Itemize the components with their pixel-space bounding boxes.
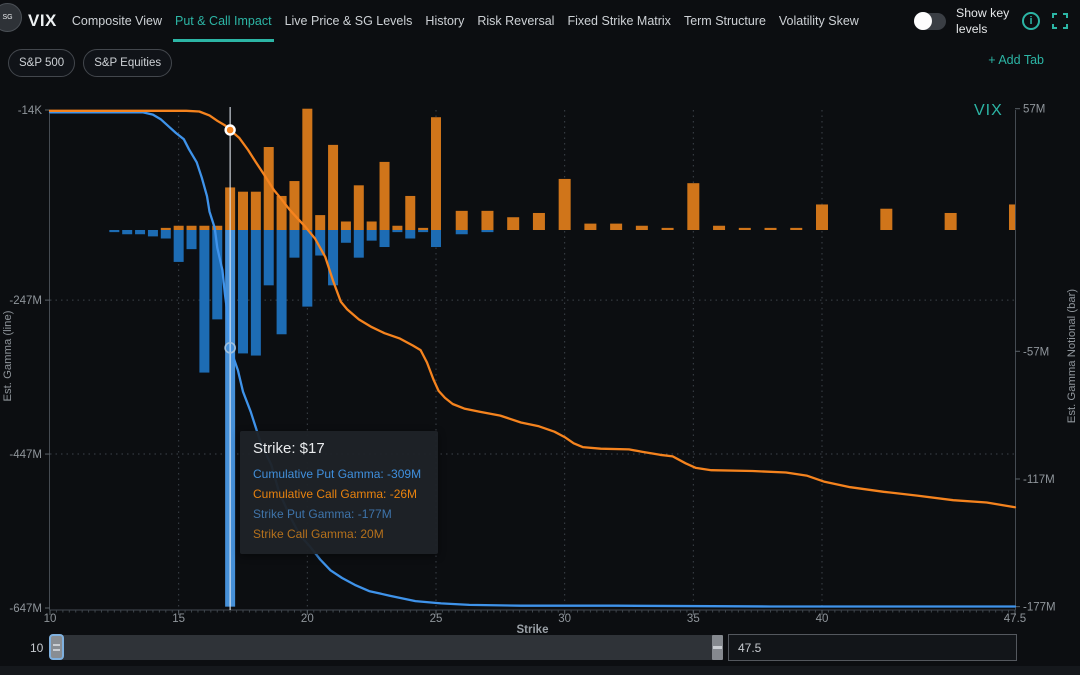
nav-tabs: Composite View Put & Call Impact Live Pric… — [70, 0, 861, 42]
spotgamma-logo-icon[interactable]: SG — [0, 3, 22, 32]
symbol-pills: S&P 500 S&P Equities — [8, 49, 173, 77]
tooltip-row: Cumulative Put Gamma: -309M — [253, 467, 422, 481]
tooltip-row: Strike Put Gamma: -177M — [253, 507, 392, 521]
tab-term-structure[interactable]: Term Structure — [683, 14, 766, 28]
fullscreen-icon[interactable] — [1052, 13, 1068, 29]
tooltip-row: Strike Call Gamma: 20M — [253, 527, 384, 541]
svg-text:-177M: -177M — [1023, 602, 1056, 614]
svg-text:-247M: -247M — [9, 295, 42, 307]
svg-text:40: 40 — [816, 613, 829, 625]
tab-risk-reversal[interactable]: Risk Reversal — [477, 14, 555, 28]
right-axis-title: Est. Gamma Notional (bar) — [1066, 288, 1078, 424]
svg-text:-647M: -647M — [9, 603, 42, 615]
svg-text:25: 25 — [430, 613, 443, 625]
svg-text:10: 10 — [44, 613, 57, 625]
svg-text:30: 30 — [558, 613, 571, 625]
pill-s-p-equities[interactable]: S&P Equities — [83, 49, 173, 77]
tooltip-rows: Cumulative Put Gamma: -309M Cumulative Ca… — [253, 464, 425, 544]
tooltip-title: Strike: $17 — [253, 440, 325, 457]
svg-text:57M: 57M — [1023, 104, 1045, 116]
slider-min-label: 10 — [30, 641, 44, 655]
chart-tooltip: Strike: $17 Cumulative Put Gamma: -309M C… — [240, 431, 438, 554]
show-key-levels-label: Show key levels — [956, 6, 1010, 36]
tab-live-price-sg-levels[interactable]: Live Price & SG Levels — [284, 14, 413, 28]
tooltip-row: Cumulative Call Gamma: -26M — [253, 487, 418, 501]
info-icon[interactable]: i — [1022, 12, 1040, 30]
left-axis-title: Est. Gamma (line) — [2, 310, 14, 402]
slider-track[interactable] — [57, 635, 713, 660]
tab-fixed-strike-matrix[interactable]: Fixed Strike Matrix — [567, 14, 671, 28]
svg-text:15: 15 — [172, 613, 185, 625]
footer-strip — [0, 666, 1080, 675]
slider-handle-left[interactable] — [49, 634, 64, 660]
svg-text:-57M: -57M — [1023, 346, 1049, 358]
pill-s-p-500[interactable]: S&P 500 — [8, 49, 76, 77]
toggle-knob-icon — [914, 11, 932, 30]
svg-text:-117M: -117M — [1023, 474, 1055, 486]
tab-put-call-impact[interactable]: Put & Call Impact — [173, 0, 274, 42]
tab-volatility-skew[interactable]: Volatility Skew — [778, 14, 859, 28]
svg-text:35: 35 — [687, 613, 700, 625]
put-call-impact-chart[interactable]: 10 15 20 25 30 35 40 47.5 Strike -14K -247M -447M -6… — [0, 78, 1080, 638]
top-nav-bar: SG VIX Composite View Put & Call Impact Li… — [0, 0, 1080, 42]
add-tab-button[interactable]: + Add Tab — [988, 53, 1044, 67]
gamma-chart-panel: 10 15 20 25 30 35 40 47.5 Strike -14K -247M -447M -6… — [0, 78, 1080, 638]
symbol-subnav: S&P 500 S&P Equities + Add Tab — [0, 42, 1080, 78]
svg-text:20: 20 — [301, 613, 314, 625]
tab-history[interactable]: History — [425, 14, 465, 28]
show-key-levels-toggle[interactable] — [914, 11, 946, 30]
slider-max-input[interactable]: 47.5 — [728, 634, 1017, 661]
tab-composite-view[interactable]: Composite View — [71, 14, 162, 28]
strike-range-slider: 10 47.5 — [0, 632, 1080, 666]
svg-text:-447M: -447M — [9, 449, 42, 461]
chart-symbol-label: VIX — [974, 102, 1003, 119]
slider-handle-right[interactable] — [712, 635, 723, 660]
topbar-controls: Show key levels i — [914, 5, 1080, 37]
svg-text:47.5: 47.5 — [1004, 613, 1026, 625]
svg-text:Strike: Strike — [517, 624, 549, 636]
ticker-title: VIX — [28, 11, 57, 30]
svg-text:-14K: -14K — [18, 105, 43, 117]
